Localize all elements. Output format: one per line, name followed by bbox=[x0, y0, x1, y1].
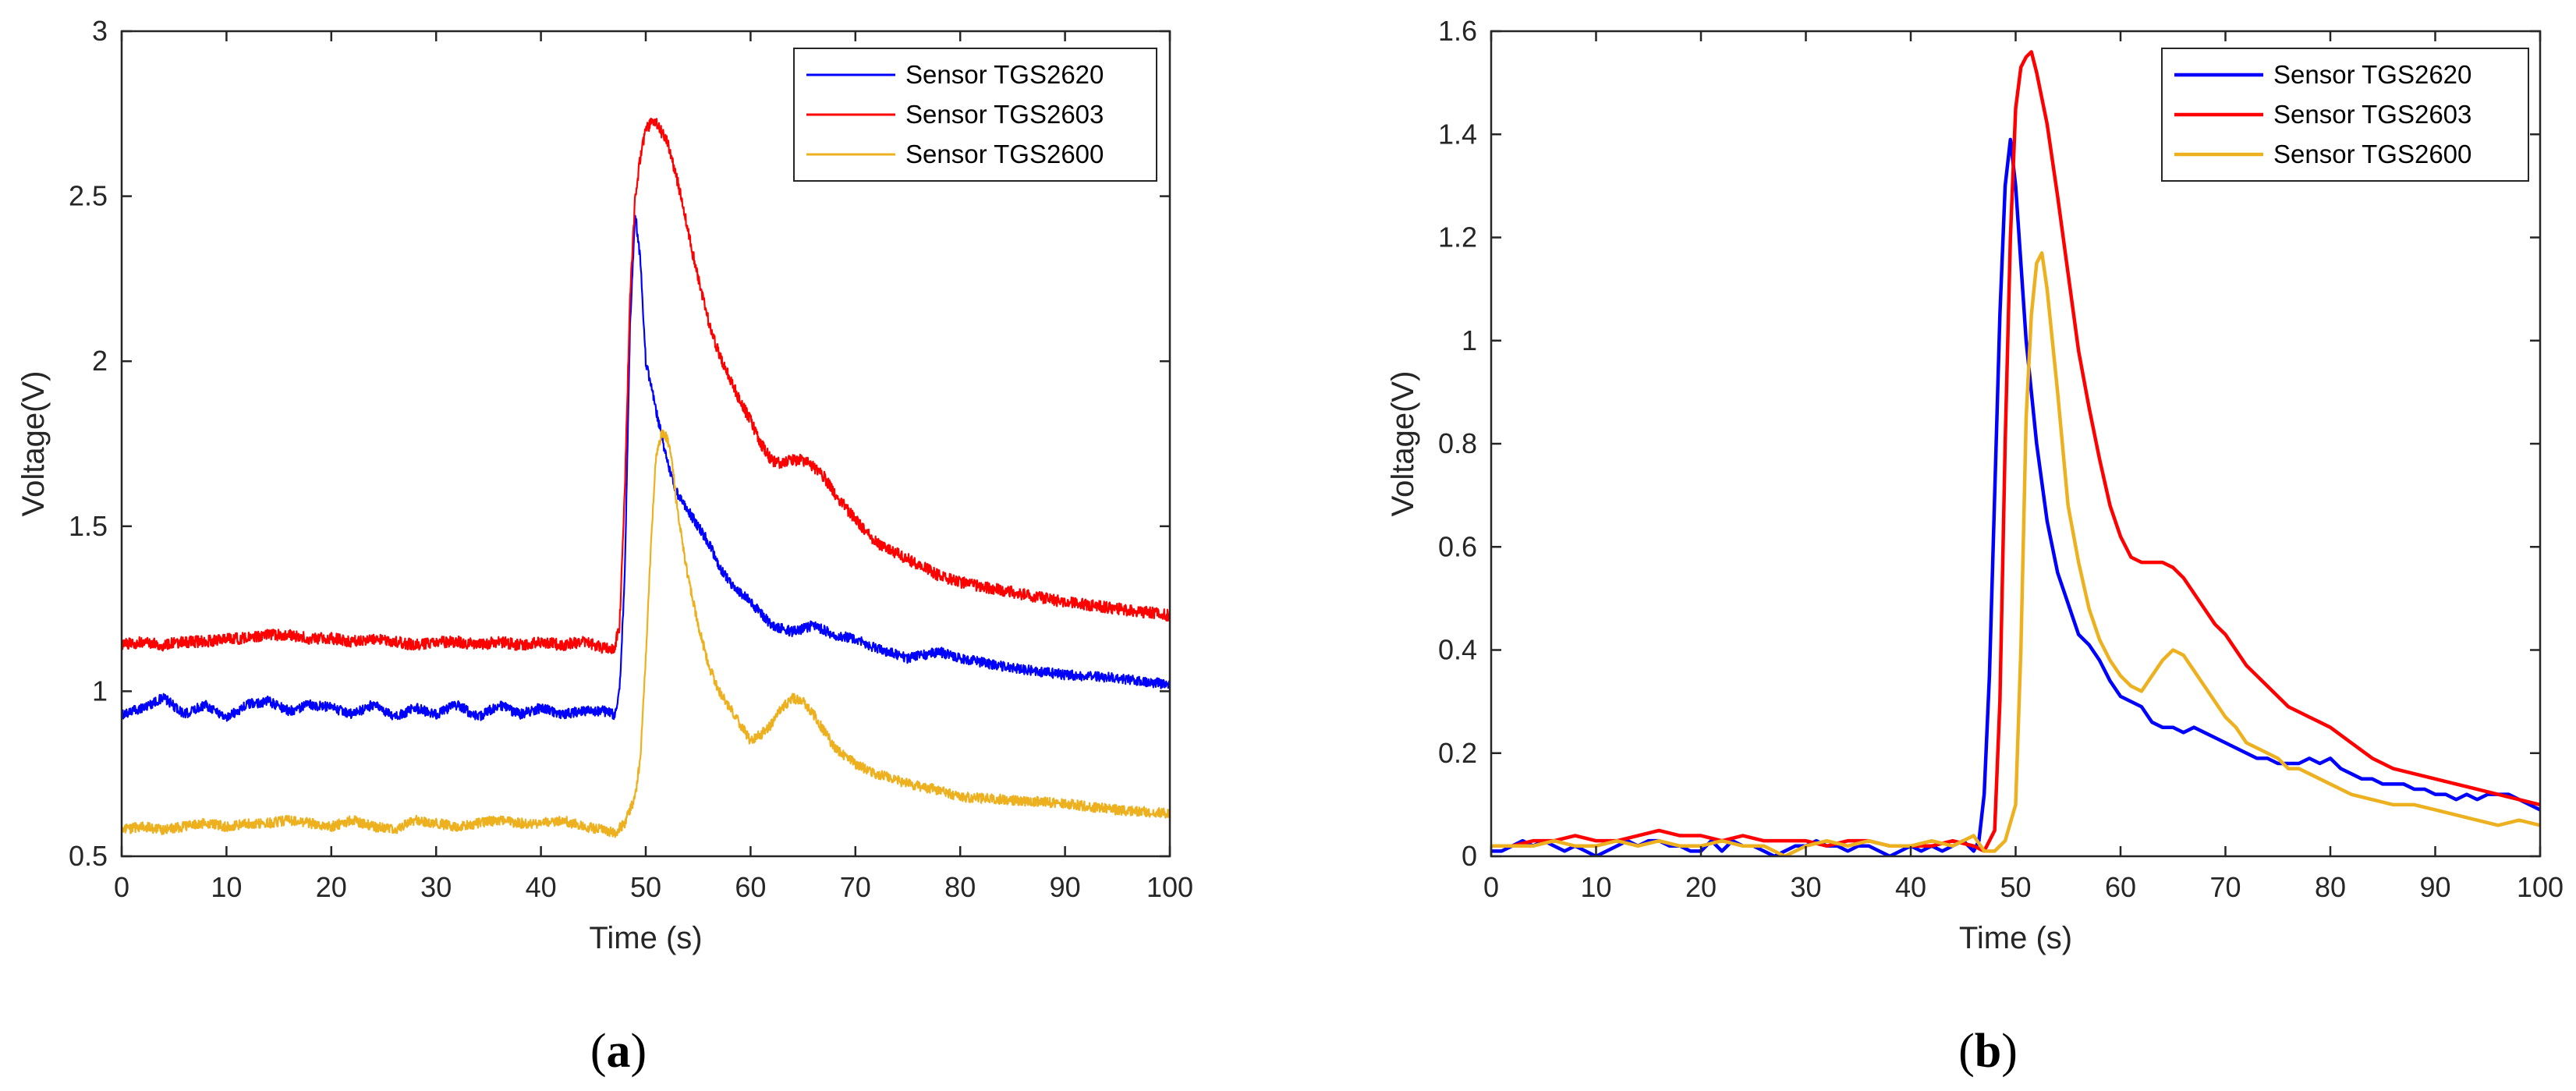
caption-a-open: ( bbox=[590, 1025, 607, 1078]
series-line-sensor-tgs2620 bbox=[1491, 137, 2540, 856]
x-tick-label: 70 bbox=[2209, 871, 2241, 903]
y-tick-label: 1 bbox=[1462, 324, 1477, 356]
x-tick-label: 30 bbox=[420, 871, 452, 903]
x-tick-label: 20 bbox=[1685, 871, 1717, 903]
panel-a-ticks: 0 10 20 30 40 50 60 70 80 90 100 0.5 1 1.5 2 2.5 3 bbox=[69, 15, 1193, 903]
x-tick-label: 80 bbox=[2315, 871, 2346, 903]
x-tick-label: 10 bbox=[1580, 871, 1611, 903]
panel-a-chart: 0 10 20 30 40 50 60 70 80 90 100 0.5 1 1.5 2 2.5 3 Time … bbox=[16, 15, 1193, 955]
caption-a-close: ) bbox=[631, 1025, 647, 1078]
y-tick-label: 3 bbox=[92, 15, 108, 47]
series-line-sensor-tgs2603 bbox=[1491, 50, 2540, 853]
y-tick-label: 1.5 bbox=[69, 510, 108, 542]
y-tick-label: 0.5 bbox=[69, 840, 108, 872]
x-tick-label: 30 bbox=[1790, 871, 1821, 903]
y-tick-label: 0.6 bbox=[1438, 530, 1477, 562]
legend-entry: Sensor TGS2600 bbox=[905, 140, 1104, 168]
legend-entry: Sensor TGS2603 bbox=[905, 100, 1104, 129]
y-tick-label: 0.8 bbox=[1438, 427, 1477, 459]
caption-b-letter: b bbox=[1975, 1025, 2001, 1078]
series-line-sensor-tgs2603 bbox=[122, 117, 1170, 654]
panel-a-x-axis-label: Time (s) bbox=[589, 921, 702, 955]
panel-b-ticks: 0 10 20 30 40 50 60 70 80 90 100 0 0.2 0.4 0.6 0.8 1 1.2 1… bbox=[1438, 15, 2564, 903]
x-tick-label: 70 bbox=[840, 871, 871, 903]
x-tick-label: 50 bbox=[2000, 871, 2031, 903]
legend-entry: Sensor TGS2603 bbox=[2273, 100, 2471, 129]
y-tick-label: 0.4 bbox=[1438, 634, 1477, 666]
y-tick-label: 2 bbox=[92, 345, 108, 377]
legend-entry: Sensor TGS2620 bbox=[905, 60, 1104, 89]
x-tick-label: 0 bbox=[1483, 871, 1499, 903]
x-tick-label: 80 bbox=[944, 871, 976, 903]
panel-b-x-axis-label: Time (s) bbox=[1959, 921, 2072, 955]
x-tick-label: 50 bbox=[630, 871, 661, 903]
series-line-sensor-tgs2600 bbox=[122, 429, 1170, 838]
y-tick-label: 1.2 bbox=[1438, 221, 1477, 253]
x-tick-label: 10 bbox=[211, 871, 242, 903]
panel-a-series bbox=[122, 117, 1170, 838]
caption-b: (b) bbox=[1958, 1025, 2018, 1078]
x-tick-label: 60 bbox=[735, 871, 766, 903]
x-tick-label: 40 bbox=[1895, 871, 1926, 903]
y-tick-label: 1.4 bbox=[1438, 118, 1477, 150]
legend-entry: Sensor TGS2600 bbox=[2273, 140, 2471, 168]
panel-b-legend: Sensor TGS2620 Sensor TGS2603 Sensor TGS26… bbox=[2161, 48, 2529, 182]
caption-a-letter: a bbox=[607, 1025, 631, 1078]
x-tick-label: 90 bbox=[1050, 871, 1081, 903]
caption-b-close: ) bbox=[2001, 1025, 2018, 1078]
panel-a-y-axis-label: Voltage(V) bbox=[16, 371, 51, 517]
y-tick-label: 0.2 bbox=[1438, 737, 1477, 769]
panel-b-series bbox=[1491, 50, 2540, 856]
legend-entry: Sensor TGS2620 bbox=[2273, 60, 2471, 89]
x-tick-label: 100 bbox=[1146, 871, 1193, 903]
y-tick-label: 0 bbox=[1462, 840, 1477, 872]
caption-a: (a) bbox=[590, 1025, 647, 1078]
panel-b-chart: 0 10 20 30 40 50 60 70 80 90 100 0 0.2 0.4 0.6 0.8 1 1.2 1… bbox=[1386, 15, 2564, 955]
series-line-sensor-tgs2620 bbox=[122, 214, 1170, 722]
x-tick-label: 0 bbox=[114, 871, 129, 903]
panel-a-legend: Sensor TGS2620 Sensor TGS2603 Sensor TGS26… bbox=[793, 48, 1157, 182]
x-tick-label: 90 bbox=[2419, 871, 2450, 903]
panel-b-y-axis-label: Voltage(V) bbox=[1386, 371, 1420, 517]
y-tick-label: 2.5 bbox=[69, 180, 108, 212]
y-tick-label: 1 bbox=[92, 675, 108, 707]
x-tick-label: 60 bbox=[2105, 871, 2136, 903]
x-tick-label: 100 bbox=[2517, 871, 2564, 903]
caption-b-open: ( bbox=[1958, 1025, 1975, 1078]
x-tick-label: 40 bbox=[526, 871, 557, 903]
x-tick-label: 20 bbox=[316, 871, 347, 903]
y-tick-label: 1.6 bbox=[1438, 15, 1477, 47]
series-line-sensor-tgs2600 bbox=[1491, 251, 2540, 856]
